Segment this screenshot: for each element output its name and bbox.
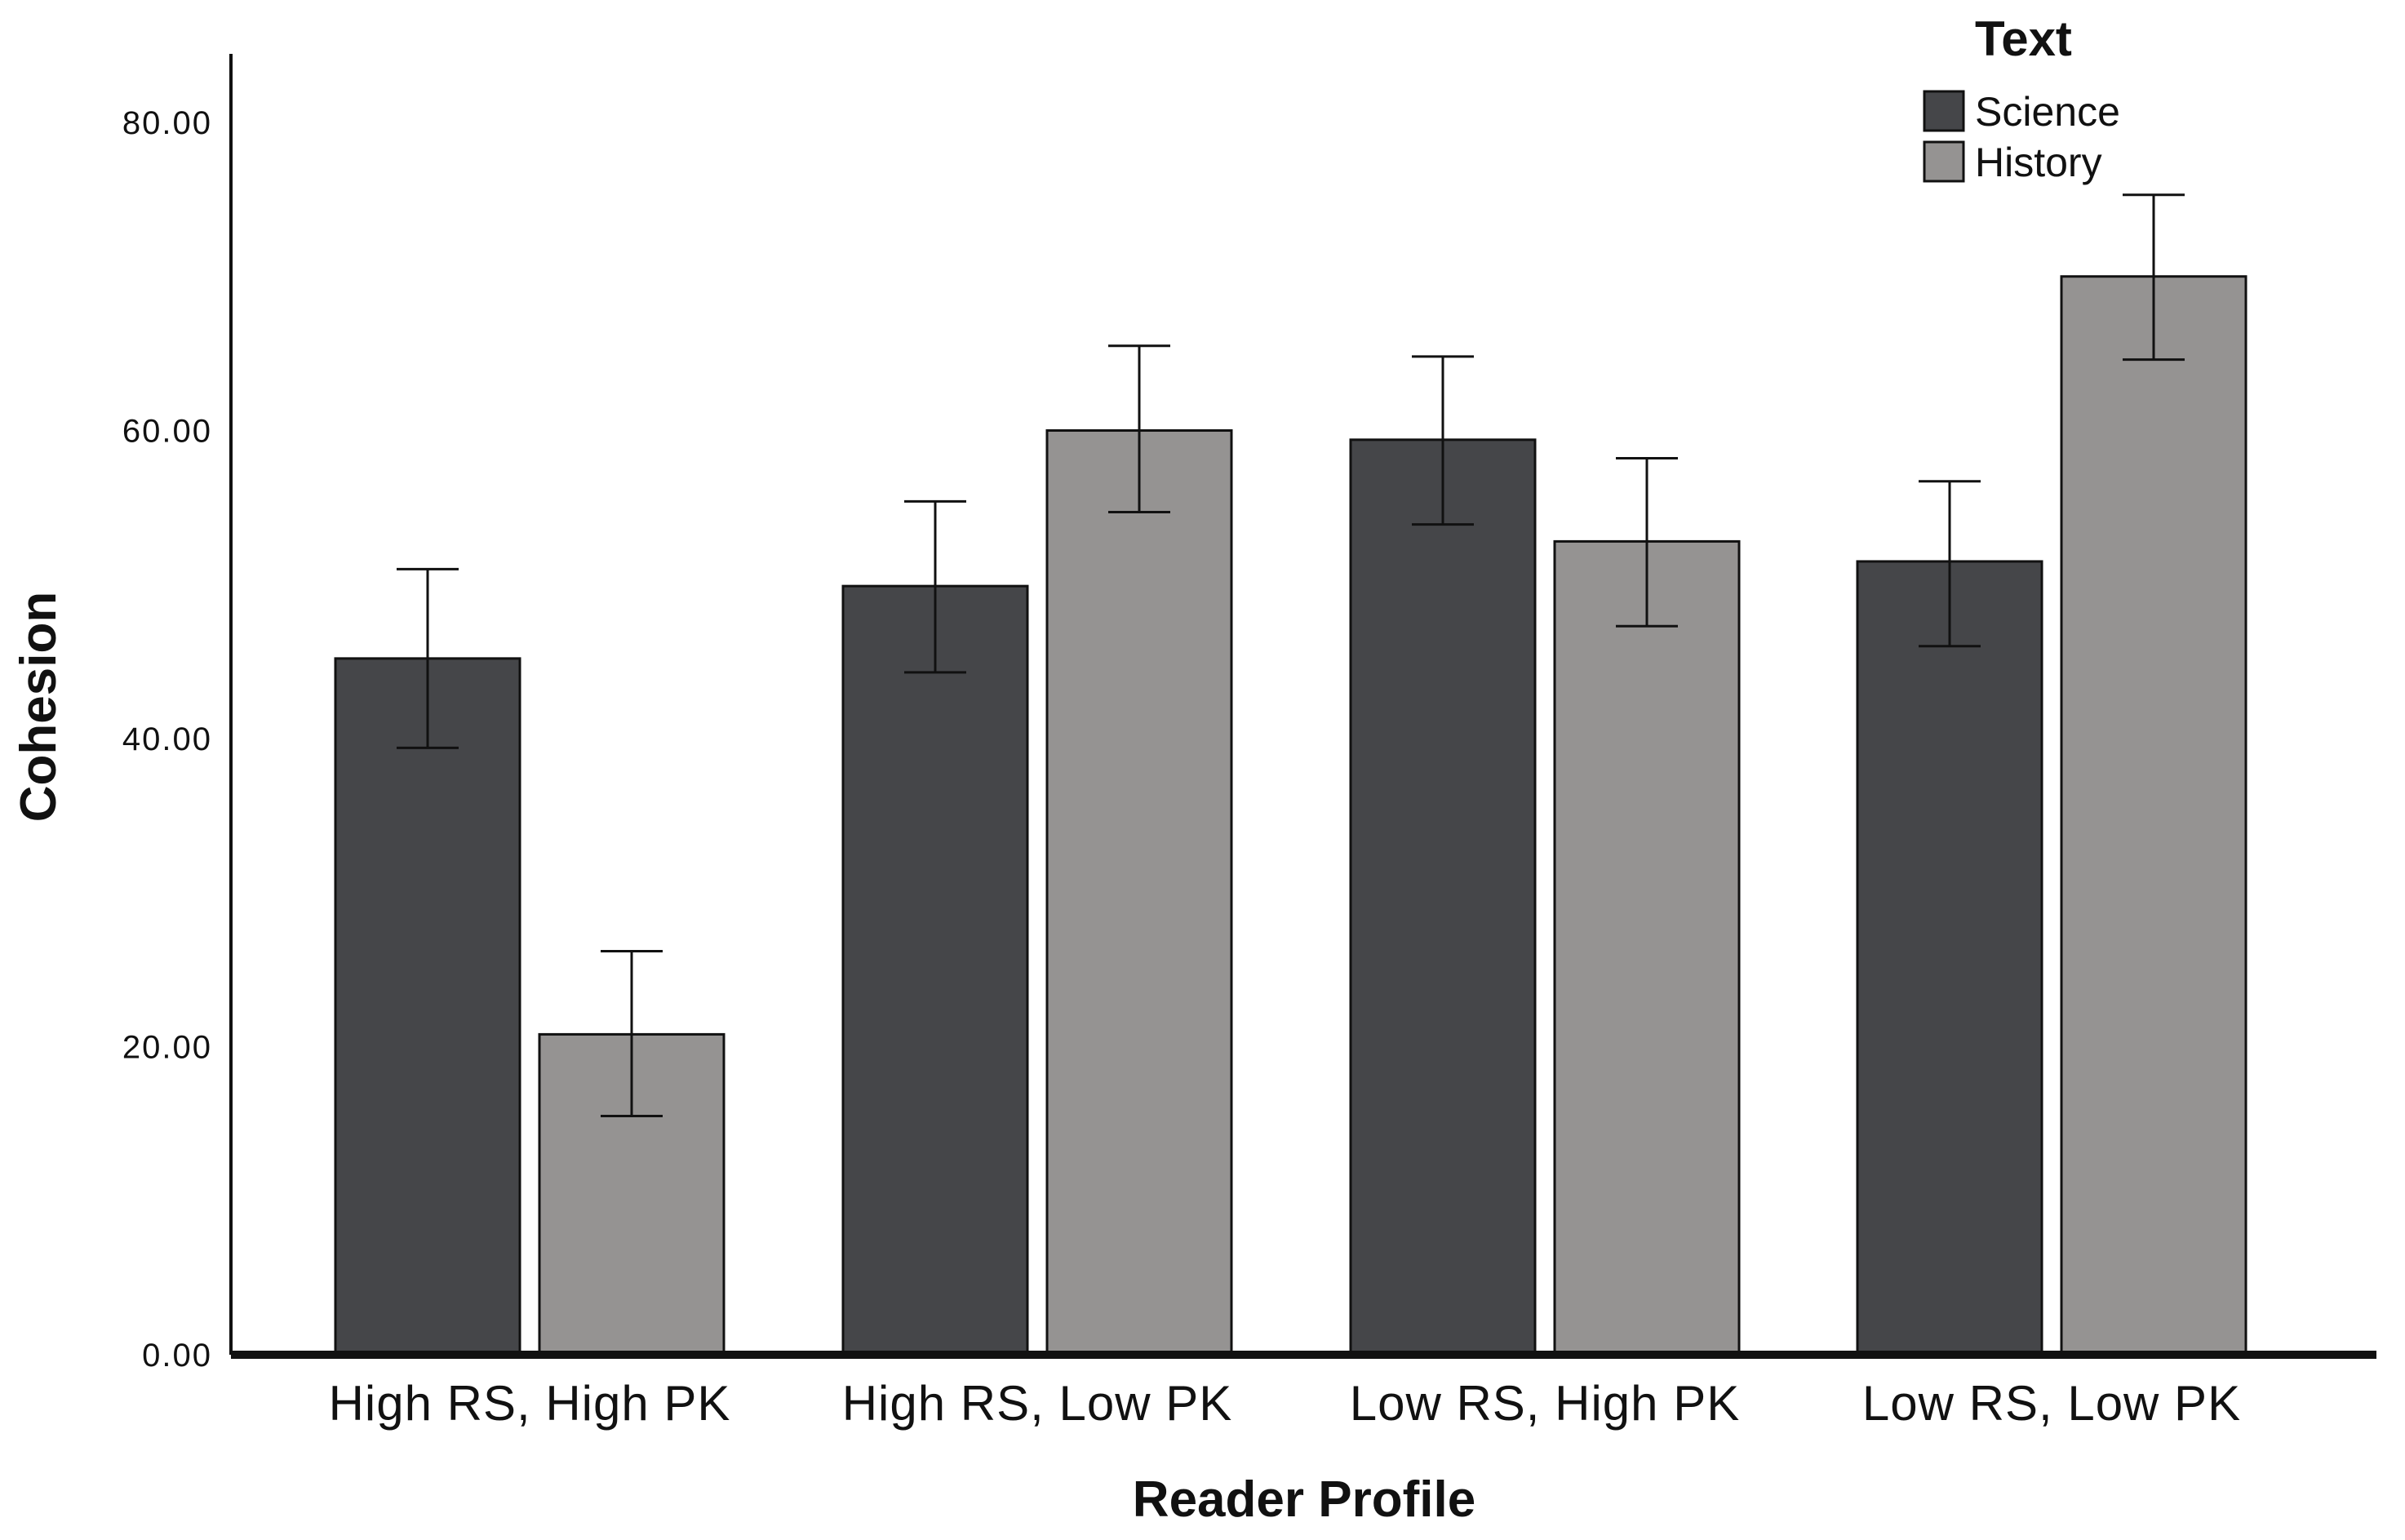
error-bar-history <box>2123 193 2185 362</box>
x-category-label: Low RS, High PK <box>1350 1376 1741 1431</box>
legend: Text Science History <box>1923 11 2120 185</box>
x-axis-title: Reader Profile <box>1133 1471 1475 1528</box>
error-bars-layer <box>397 193 2185 1117</box>
legend-label-science: Science <box>1975 89 2120 135</box>
y-tick-label: 40.00 <box>122 721 212 757</box>
legend-swatch-science <box>1923 90 1965 132</box>
bars-layer <box>334 275 2247 1356</box>
bar-science <box>1856 560 2043 1356</box>
bar-science <box>841 584 1029 1356</box>
x-category-label: High RS, High PK <box>329 1376 731 1431</box>
bar-history <box>1553 539 1741 1356</box>
bar-science <box>334 657 521 1356</box>
y-axis-title: Cohesion <box>11 592 67 822</box>
error-bar-history <box>601 949 663 1117</box>
legend-label-history: History <box>1975 140 2102 185</box>
error-bar-science <box>904 499 966 674</box>
bar-science <box>1349 438 1537 1356</box>
error-bar-history <box>1616 456 1678 628</box>
bar-history <box>1045 429 1233 1356</box>
legend-swatch-history <box>1923 140 1965 183</box>
error-bar-history <box>1108 344 1170 514</box>
y-tick-label: 0.00 <box>142 1338 212 1374</box>
y-tick-label: 80.00 <box>122 105 212 141</box>
error-bar-science <box>1412 355 1474 526</box>
bar-history <box>2060 275 2247 1356</box>
error-bar-science <box>1919 480 1981 648</box>
y-tick-label: 60.00 <box>122 414 212 450</box>
axes-layer <box>229 54 2376 1359</box>
x-category-label: High RS, Low PK <box>842 1376 1233 1431</box>
legend-title: Text <box>1975 11 2072 66</box>
x-category-labels: High RS, High PK High RS, Low PK Low RS, H… <box>329 1376 2241 1431</box>
y-tick-labels: 0.00 20.00 40.00 60.00 80.00 <box>122 105 212 1374</box>
legend-items: Science History <box>1923 89 2120 185</box>
x-category-label: Low RS, Low PK <box>1862 1376 2241 1431</box>
error-bar-science <box>397 567 459 749</box>
y-tick-label: 20.00 <box>122 1030 212 1066</box>
